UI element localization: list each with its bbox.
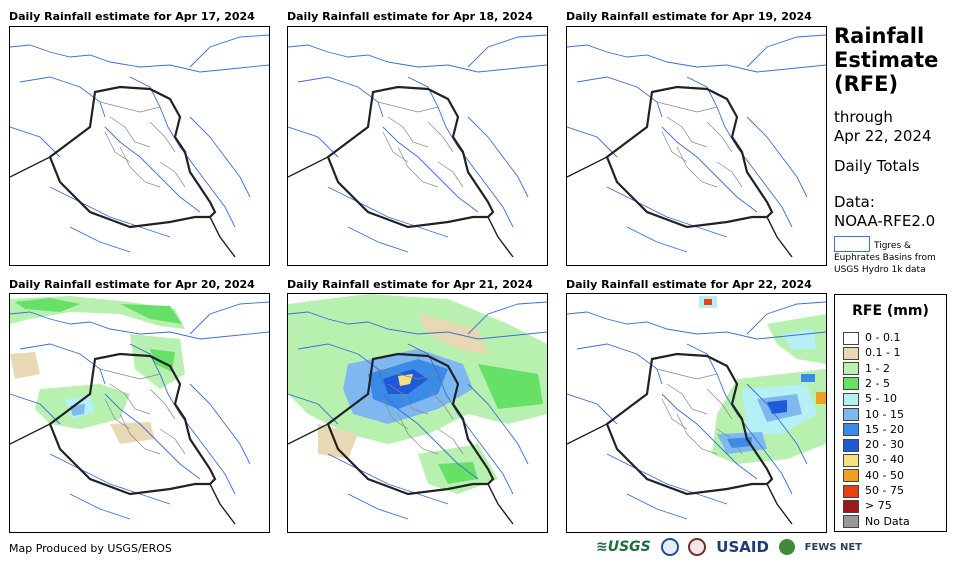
basins-line3: USGS Hydro 1k data — [834, 265, 926, 275]
legend-swatch — [843, 392, 859, 406]
map-apr22 — [566, 293, 827, 533]
map-apr21 — [287, 293, 548, 533]
map-apr18-svg — [288, 33, 547, 259]
legend-label: 15 - 20 — [865, 422, 904, 436]
rain-layer — [699, 296, 826, 464]
legend-swatch — [843, 423, 859, 437]
map-apr18 — [287, 26, 548, 266]
panel-title-apr19: Daily Rainfall estimate for Apr 19, 2024 — [566, 10, 812, 23]
map-apr17 — [9, 26, 270, 266]
logo-bar: ≋USGS USAID FEWS NET — [596, 538, 868, 560]
panel-title-apr21: Daily Rainfall estimate for Apr 21, 2024 — [287, 278, 533, 291]
legend-swatch — [843, 377, 859, 391]
legend-label: 0.1 - 1 — [865, 346, 901, 360]
side-title-line3: (RFE) — [834, 72, 899, 96]
fews-net-logo: FEWS NET — [804, 541, 863, 553]
legend-label: 2 - 5 — [865, 376, 890, 390]
legend-item: 40 - 50 — [843, 469, 904, 485]
legend-item: 5 - 10 — [843, 392, 897, 408]
legend-item: 10 - 15 — [843, 408, 904, 424]
legend-title: RFE (mm) — [852, 303, 929, 319]
fews-net-mark-icon — [778, 539, 795, 555]
legend-label: > 75 — [865, 499, 892, 513]
legend-item: 0.1 - 1 — [843, 346, 900, 362]
usaid-logo: USAID — [716, 538, 769, 556]
legend-item: 15 - 20 — [843, 423, 904, 439]
legend-label: 30 - 40 — [865, 453, 904, 467]
panel-title-apr22: Daily Rainfall estimate for Apr 22, 2024 — [566, 278, 812, 291]
legend-swatch — [843, 515, 859, 529]
rain-layer — [10, 296, 185, 444]
legend-label: 20 - 30 — [865, 438, 904, 452]
legend-swatch — [843, 484, 859, 498]
seal-logo-icon — [688, 538, 707, 556]
legend-label: 5 - 10 — [865, 392, 897, 406]
side-title: Rainfall Estimate (RFE) — [834, 24, 964, 96]
basins-line2: Euphrates Basins from — [834, 253, 936, 263]
side-title-line1: Rainfall — [834, 24, 925, 48]
legend-item: > 75 — [843, 499, 892, 515]
legend-swatch — [843, 469, 859, 483]
basins-text: Tigres & Euphrates Basins from USGS Hydr… — [834, 240, 966, 276]
legend-label: 10 - 15 — [865, 407, 904, 421]
legend-label: 50 - 75 — [865, 484, 904, 497]
panel-title-apr20: Daily Rainfall estimate for Apr 20, 2024 — [9, 278, 255, 291]
legend-label: No Data — [865, 514, 910, 528]
side-data-label: Data: — [834, 193, 875, 211]
legend-label: 0 - 0.1 — [865, 331, 901, 344]
noaa-logo-icon — [660, 538, 679, 556]
basins-key-swatch — [834, 236, 870, 252]
map-apr19 — [566, 26, 827, 266]
map-apr20-svg — [10, 296, 269, 526]
legend-item: 1 - 2 — [843, 362, 890, 378]
side-through: through — [834, 108, 893, 126]
legend-swatch — [843, 438, 859, 452]
map-apr17-svg — [10, 33, 269, 259]
usgs-logo: ≋USGS — [596, 539, 651, 555]
legend-swatch — [843, 331, 859, 345]
basins-line1: Tigres & — [874, 241, 912, 251]
map-apr22-svg — [567, 296, 826, 526]
legend-swatch — [843, 453, 859, 467]
rain-layer — [288, 294, 547, 494]
map-apr21-svg — [288, 294, 547, 526]
legend-item: No Data — [843, 515, 910, 531]
legend-label: 40 - 50 — [865, 468, 904, 482]
legend-item: 30 - 40 — [843, 453, 904, 469]
map-apr19-svg — [567, 33, 826, 259]
legend-swatch — [843, 362, 859, 376]
legend-item: 2 - 5 — [843, 377, 890, 393]
side-data-source: NOAA-RFE2.0 — [834, 212, 936, 230]
legend-item: 50 - 75 — [843, 484, 904, 500]
side-date: Apr 22, 2024 — [834, 127, 932, 145]
side-title-line2: Estimate — [834, 48, 939, 72]
legend-swatch — [843, 346, 859, 360]
legend-swatch — [843, 408, 859, 421]
legend-swatch — [843, 499, 859, 513]
legend-label: 1 - 2 — [865, 361, 890, 375]
panel-title-apr18: Daily Rainfall estimate for Apr 18, 2024 — [287, 10, 533, 23]
side-totals: Daily Totals — [834, 157, 920, 175]
legend-item: 20 - 30 — [843, 438, 904, 454]
map-apr20 — [9, 293, 270, 533]
map-credit: Map Produced by USGS/EROS — [9, 542, 172, 555]
panel-title-apr17: Daily Rainfall estimate for Apr 17, 2024 — [9, 10, 255, 23]
legend-item: 0 - 0.1 — [843, 331, 900, 347]
